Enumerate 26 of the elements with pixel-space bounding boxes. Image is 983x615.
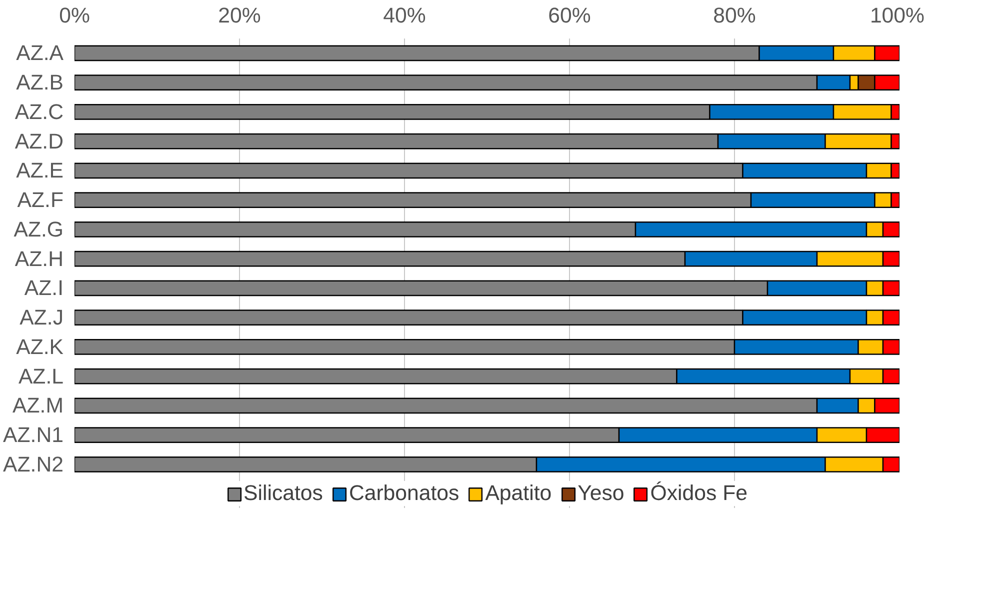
legend-label: Apatito — [485, 481, 552, 506]
y-tick-label: AZ.C — [14, 100, 64, 124]
y-tick-label: AZ.H — [14, 246, 64, 271]
x-tick-label: 20% — [218, 4, 261, 28]
x-tick-label: 0% — [59, 4, 90, 28]
y-tick-label: AZ.G — [14, 217, 64, 242]
legend-label: Óxidos Fe — [650, 481, 748, 506]
y-tick-label: AZ.N1 — [3, 423, 64, 448]
y-tick-label: AZ.N2 — [3, 452, 64, 476]
x-tick-label: 80% — [713, 4, 756, 28]
y-tick-label: AZ.J — [20, 306, 64, 330]
y-tick-label: AZ.M — [12, 394, 64, 418]
legend-label: Carbonatos — [348, 481, 460, 506]
x-tick-label: 40% — [383, 4, 426, 28]
x-tick-label: 100% — [870, 4, 925, 28]
y-tick-label: AZ.D — [14, 129, 64, 154]
legend-label: Silicatos — [244, 481, 323, 506]
y-tick-label: AZ.A — [16, 41, 64, 66]
y-tick-label: AZ.K — [16, 334, 64, 359]
y-tick-label: AZ.L — [18, 364, 64, 388]
y-tick-label: AZ.B — [16, 70, 64, 95]
y-tick-label: AZ.F — [17, 188, 64, 212]
x-tick-label: 60% — [548, 4, 591, 28]
y-tick-label: AZ.I — [24, 276, 64, 300]
legend-label: Yeso — [578, 481, 624, 506]
y-tick-label: AZ.E — [16, 158, 64, 183]
